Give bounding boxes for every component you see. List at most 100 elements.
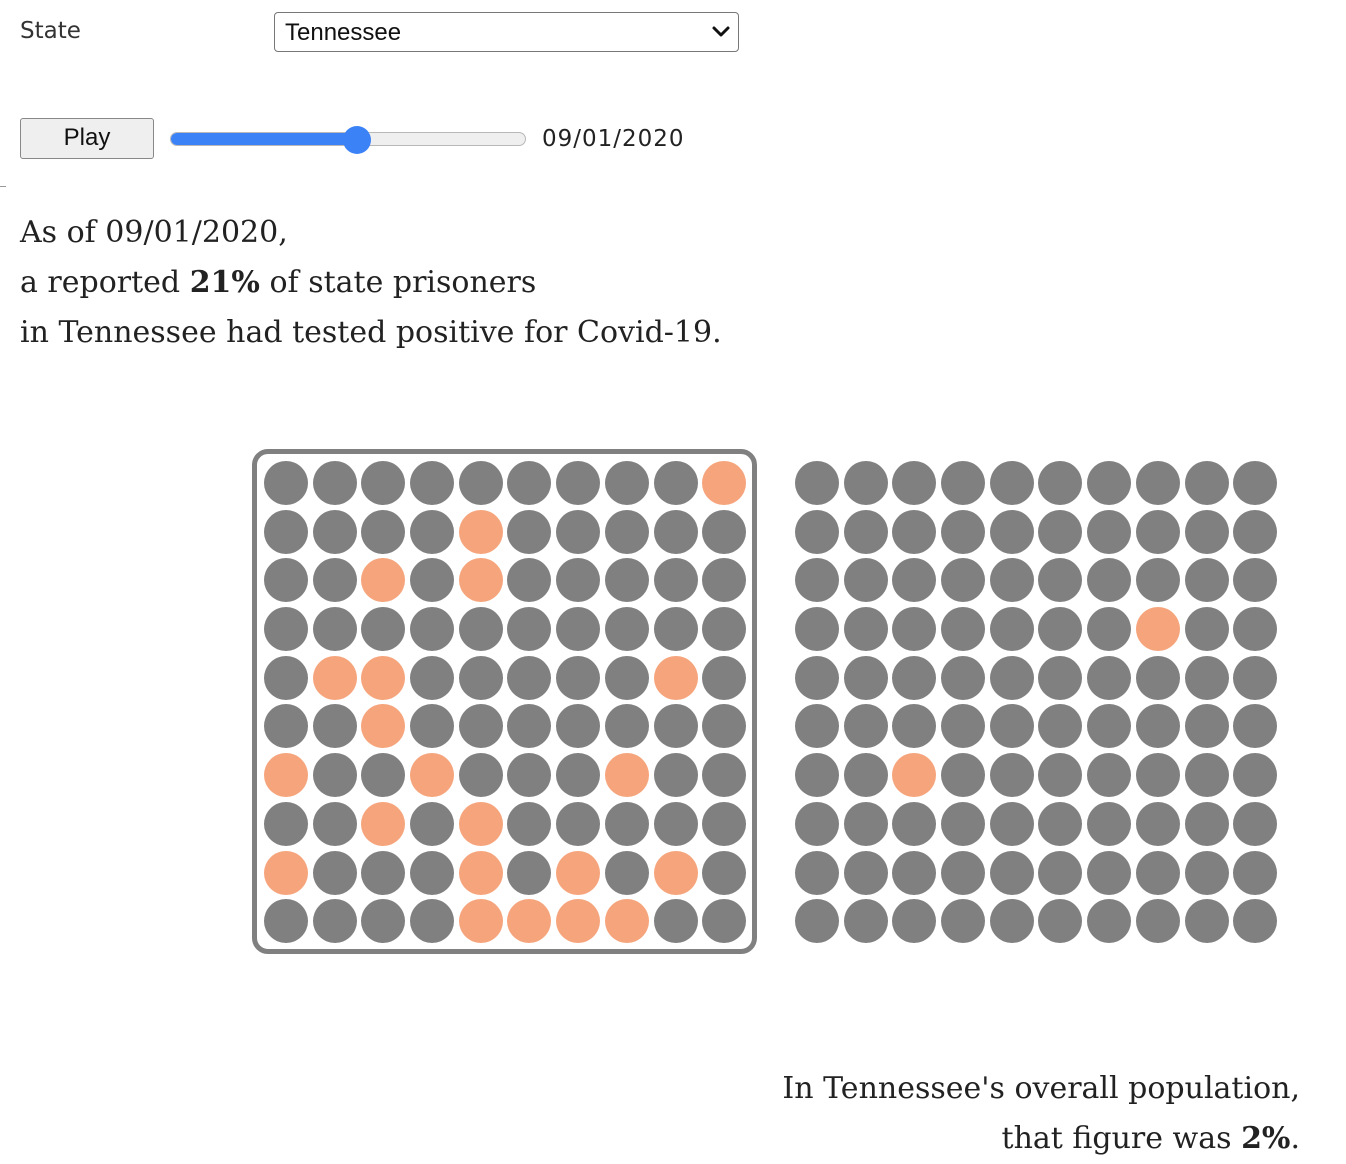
population-dot-negative	[941, 850, 986, 895]
population-dot-negative	[1087, 753, 1132, 798]
population-dot-negative	[843, 753, 888, 798]
prison-dot-negative	[556, 801, 601, 846]
population-dot-negative	[795, 850, 839, 895]
prison-dot-negative	[458, 607, 503, 652]
prison-dot-negative	[458, 461, 503, 505]
population-percentage: 2%	[1241, 1121, 1291, 1156]
prison-dot-positive	[410, 753, 455, 798]
prison-dot-negative	[702, 558, 747, 603]
population-dot-negative	[1135, 753, 1180, 798]
prison-waffle-frame	[252, 449, 757, 954]
prison-dot-negative	[361, 509, 406, 554]
population-dot-negative	[1233, 753, 1278, 798]
prison-dot-negative	[458, 704, 503, 749]
prison-dot-negative	[312, 461, 357, 505]
prison-dot-negative	[410, 558, 455, 603]
population-dot-positive	[1135, 607, 1180, 652]
prison-dot-negative	[702, 509, 747, 554]
prison-dot-negative	[361, 753, 406, 798]
population-dot-negative	[1233, 850, 1278, 895]
prison-dot-positive	[361, 704, 406, 749]
population-dot-negative	[1087, 607, 1132, 652]
prison-dot-negative	[264, 655, 308, 700]
population-dot-negative	[1233, 801, 1278, 846]
prison-dot-positive	[653, 850, 698, 895]
prison-dot-positive	[556, 899, 601, 944]
population-dot-negative	[1184, 509, 1229, 554]
population-dot-positive	[892, 753, 937, 798]
date-slider[interactable]	[170, 126, 526, 154]
population-dot-negative	[1135, 509, 1180, 554]
population-dot-negative	[989, 558, 1034, 603]
prison-dot-positive	[458, 850, 503, 895]
population-dot-negative	[1087, 461, 1132, 505]
prison-dot-negative	[312, 607, 357, 652]
population-dot-negative	[1135, 461, 1180, 505]
prison-dot-negative	[556, 753, 601, 798]
prison-dot-negative	[604, 655, 649, 700]
prison-dot-positive	[264, 850, 308, 895]
population-dot-negative	[941, 509, 986, 554]
prison-dot-negative	[556, 607, 601, 652]
population-dot-negative	[1087, 850, 1132, 895]
population-dot-negative	[1038, 558, 1083, 603]
population-dot-negative	[892, 801, 937, 846]
population-dot-negative	[1038, 607, 1083, 652]
population-dot-negative	[941, 655, 986, 700]
state-label: State	[20, 18, 81, 44]
population-dot-negative	[1184, 655, 1229, 700]
prison-dot-negative	[653, 461, 698, 505]
population-dot-negative	[795, 558, 839, 603]
prison-dot-negative	[458, 753, 503, 798]
prison-dot-negative	[312, 509, 357, 554]
footer-note: In Tennessee's overall population, that …	[782, 1064, 1300, 1164]
prison-dot-negative	[507, 461, 552, 505]
population-dot-negative	[989, 850, 1034, 895]
population-dot-negative	[989, 655, 1034, 700]
population-dot-negative	[989, 509, 1034, 554]
prison-dot-negative	[361, 899, 406, 944]
prison-dot-positive	[361, 655, 406, 700]
prison-dot-positive	[604, 899, 649, 944]
prison-dot-negative	[264, 801, 308, 846]
prison-dot-positive	[653, 655, 698, 700]
population-dot-negative	[1135, 655, 1180, 700]
prison-dot-negative	[653, 558, 698, 603]
prison-dot-negative	[556, 558, 601, 603]
prison-dot-negative	[653, 704, 698, 749]
prison-dot-negative	[507, 558, 552, 603]
population-dot-negative	[1233, 558, 1278, 603]
prison-dot-negative	[361, 850, 406, 895]
state-select[interactable]: Tennessee	[274, 12, 739, 52]
population-dot-negative	[795, 753, 839, 798]
prison-dot-negative	[702, 850, 747, 895]
population-dot-negative	[989, 801, 1034, 846]
date-readout: 09/01/2020	[542, 126, 685, 152]
prison-dot-positive	[458, 558, 503, 603]
prison-dot-negative	[653, 801, 698, 846]
population-dot-negative	[989, 899, 1034, 944]
prison-dot-negative	[604, 850, 649, 895]
prison-dot-positive	[702, 461, 747, 505]
population-dot-negative	[941, 461, 986, 505]
prison-dot-negative	[410, 509, 455, 554]
population-dot-negative	[1135, 704, 1180, 749]
population-dot-negative	[795, 801, 839, 846]
slider-thumb[interactable]	[342, 126, 371, 154]
prison-dot-negative	[312, 801, 357, 846]
prison-dot-positive	[361, 801, 406, 846]
prison-dot-negative	[507, 704, 552, 749]
population-dot-negative	[795, 899, 839, 944]
population-dot-negative	[892, 607, 937, 652]
slider-fill	[171, 133, 357, 145]
population-dot-negative	[1087, 655, 1132, 700]
prison-dot-negative	[556, 655, 601, 700]
prison-dot-negative	[507, 850, 552, 895]
headline-line-2-pre: a reported	[20, 265, 190, 300]
prison-dot-negative	[312, 899, 357, 944]
prison-dot-negative	[410, 801, 455, 846]
play-button[interactable]: Play	[20, 118, 154, 159]
population-dot-negative	[1135, 899, 1180, 944]
prison-dot-negative	[507, 607, 552, 652]
population-dot-negative	[892, 850, 937, 895]
